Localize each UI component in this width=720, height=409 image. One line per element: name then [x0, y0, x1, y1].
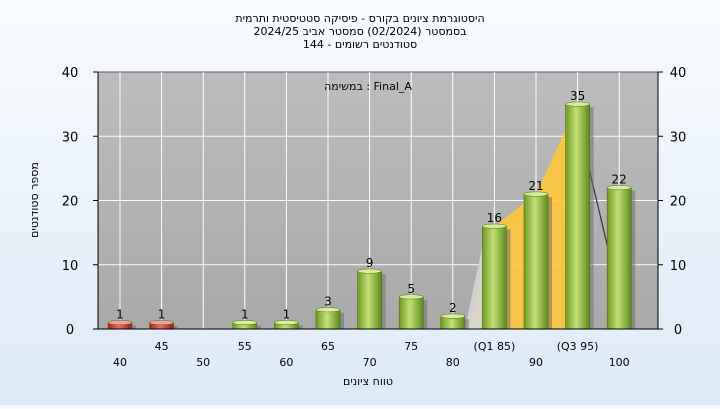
x-tick-label: 60 [279, 356, 293, 369]
x-tick-label: 75 [404, 340, 418, 353]
x-tick-label: 80 [446, 356, 460, 369]
y-tick-label-left: 20 [62, 195, 79, 210]
bar [440, 313, 469, 330]
bar [482, 223, 511, 330]
y-tick-label-right: 30 [670, 130, 687, 145]
bar-value-label: 16 [487, 211, 502, 225]
bar-body [482, 225, 507, 330]
x-tick-label: 90 [529, 356, 543, 369]
bar [606, 185, 636, 330]
bar-cap [149, 320, 174, 326]
bar-cap [107, 320, 133, 326]
bar-cap [274, 320, 299, 326]
chart-annotation: במשימה : Final_A [324, 80, 412, 93]
y-tick-label-right: 0 [674, 323, 682, 338]
bar-body [315, 309, 341, 330]
y-tick-label-right: 20 [670, 195, 687, 210]
x-axis-label: טווח ציונים [343, 375, 393, 388]
bars [107, 101, 636, 330]
axes: 0 0 10 10 20 20 30 30 40 40 40 45 50 55 60 65 70 75 80 (Q1 … [62, 66, 687, 369]
y-tick-label-right: 10 [670, 259, 687, 274]
bar-body [523, 193, 549, 330]
x-tick-label: 45 [155, 340, 169, 353]
bar-cap [398, 294, 424, 300]
x-tick-label: 100 [609, 356, 630, 369]
bar-value-label: 1 [283, 308, 291, 322]
y-tick-label-left: 40 [62, 66, 79, 81]
y-tick-label-left: 0 [66, 323, 74, 338]
bar-cap [523, 191, 549, 197]
y-tick-label-right: 40 [670, 66, 687, 81]
chart-title-line-2: בסמסטר (02/2024) סמסטר אביב 2024/25 [253, 25, 466, 38]
bar-cap [606, 185, 632, 191]
x-tick-label: (Q1 85) [474, 340, 516, 353]
x-tick-label: 40 [113, 356, 127, 369]
x-tick-label: 50 [196, 356, 210, 369]
bar-value-label: 35 [570, 89, 585, 103]
x-tick-label: 65 [321, 340, 335, 353]
bar-body [357, 270, 382, 330]
bar-cap [440, 313, 466, 319]
bar [232, 320, 261, 330]
bar-body [606, 187, 632, 330]
x-tick-label: 70 [363, 356, 377, 369]
bar-value-label: 21 [528, 179, 543, 193]
bar-value-label: 5 [407, 282, 415, 296]
bar-cap [565, 101, 590, 107]
chart-title-line-1: היסטוגרמת ציונים בקורס - פיסיקה סטטיסטית… [235, 12, 484, 25]
bar-body [398, 296, 424, 330]
band-shade-left [464, 246, 483, 329]
bar-value-label: 1 [158, 308, 166, 322]
bar [398, 294, 428, 330]
bar-value-label: 22 [612, 173, 627, 187]
bar-body [565, 103, 590, 330]
bar-value-label: 3 [324, 295, 332, 309]
bar [357, 268, 386, 330]
bar [523, 191, 552, 330]
bar-cap [482, 223, 507, 229]
bar-cap [357, 268, 382, 274]
bar [565, 101, 594, 330]
bar-value-label: 2 [449, 301, 457, 315]
bar [315, 307, 344, 330]
bar-value-label: 1 [241, 308, 249, 322]
x-tick-label: (Q3 95) [557, 340, 599, 353]
x-tick-label: 55 [238, 340, 252, 353]
bar-cap [315, 307, 341, 313]
y-tick-label-left: 30 [62, 130, 79, 145]
bar-cap [232, 320, 258, 326]
chart-title-line-3: סטודנטים רשומים - 144 [303, 38, 417, 51]
bar-value-label: 9 [366, 256, 374, 270]
y-tick-label-left: 10 [62, 259, 79, 274]
bar [107, 320, 136, 330]
bar-value-label: 1 [116, 308, 124, 322]
y-axis-label: מספר סטודנטים [28, 162, 41, 238]
